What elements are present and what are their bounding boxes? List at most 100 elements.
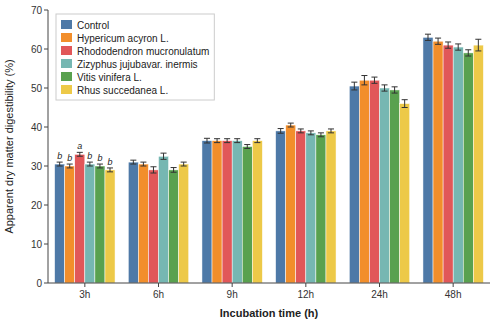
y-tick-label: 50 xyxy=(31,83,43,94)
error-bar xyxy=(77,152,83,156)
bar xyxy=(202,141,212,283)
bar xyxy=(75,154,85,283)
bar xyxy=(105,170,115,283)
bar xyxy=(349,86,359,283)
error-bar xyxy=(57,162,63,166)
error-bar xyxy=(351,82,357,90)
error-bar xyxy=(455,44,461,50)
annotation: b xyxy=(67,153,72,163)
legend-swatch xyxy=(61,20,72,29)
error-bar xyxy=(150,167,156,173)
y-tick-label: 30 xyxy=(31,161,43,172)
error-bar xyxy=(288,123,294,127)
bar xyxy=(159,156,169,283)
y-tick xyxy=(44,166,48,167)
annotation: b xyxy=(107,157,112,167)
legend-swatch xyxy=(61,72,72,81)
x-tick-label: 12h xyxy=(297,289,314,300)
x-tick-label: 3h xyxy=(79,289,90,300)
error-bar xyxy=(67,164,73,168)
error-bar xyxy=(214,139,220,143)
annotation: b xyxy=(57,151,62,161)
error-bar xyxy=(171,168,177,173)
error-bar xyxy=(161,153,167,159)
y-tick-label: 70 xyxy=(31,5,43,16)
x-tick xyxy=(305,283,306,287)
legend-box xyxy=(56,14,214,100)
annotation: b xyxy=(87,151,92,161)
y-tick xyxy=(44,127,48,128)
bar xyxy=(390,90,400,283)
error-bar xyxy=(244,145,250,149)
bar xyxy=(453,47,463,283)
y-tick xyxy=(44,283,48,284)
bar xyxy=(95,166,105,283)
bar xyxy=(326,131,336,283)
x-tick xyxy=(379,283,380,287)
x-tick xyxy=(158,283,159,287)
legend-label: Control xyxy=(77,20,109,31)
x-tick-label: 6h xyxy=(153,289,164,300)
x-tick xyxy=(453,283,454,287)
bar xyxy=(85,164,95,283)
error-bar xyxy=(402,100,408,108)
bar xyxy=(242,147,252,284)
chart: 0102030405060703h6h9h12h24h48hIncubation… xyxy=(0,0,500,325)
legend-swatch xyxy=(61,59,72,68)
y-tick-label: 60 xyxy=(31,44,43,55)
y-tick-label: 10 xyxy=(31,239,43,250)
error-bar xyxy=(254,139,260,143)
legend-label: Rhododendron mucronulatum xyxy=(77,46,209,57)
annotation: a xyxy=(77,141,82,151)
error-bar xyxy=(382,85,388,91)
legend: ControlHypericum acyron L.Rhododendron m… xyxy=(56,14,214,100)
bar xyxy=(369,80,379,283)
error-bar xyxy=(435,38,441,44)
x-axis-label: Incubation time (h) xyxy=(220,307,319,319)
y-tick-label: 40 xyxy=(31,122,43,133)
bar xyxy=(276,131,286,283)
legend-swatch xyxy=(61,46,72,55)
y-axis-label: Apparent dry matter digestibility (%) xyxy=(3,59,15,233)
annotation: b xyxy=(97,153,102,163)
error-bar xyxy=(392,87,398,93)
y-tick-label: 20 xyxy=(31,200,43,211)
legend-label: Rhus succedanea L. xyxy=(77,85,168,96)
error-bar xyxy=(425,34,431,40)
bar xyxy=(65,166,75,283)
y-tick xyxy=(44,10,48,11)
error-bar xyxy=(87,162,93,166)
bar xyxy=(286,125,296,283)
error-bar xyxy=(328,129,334,133)
legend-swatch xyxy=(61,85,72,94)
x-tick xyxy=(84,283,85,287)
error-bar xyxy=(97,164,103,168)
error-bar xyxy=(361,76,367,85)
bar xyxy=(359,80,369,283)
y-tick xyxy=(44,49,48,50)
error-bar xyxy=(140,162,146,166)
bar xyxy=(296,131,306,283)
bar xyxy=(169,170,179,283)
error-bar xyxy=(181,162,187,166)
error-bar xyxy=(298,129,304,133)
error-bar xyxy=(107,168,113,172)
x-tick-label: 48h xyxy=(445,289,462,300)
bar xyxy=(463,53,473,283)
bars xyxy=(55,34,484,283)
bar xyxy=(128,162,138,283)
y-tick xyxy=(44,205,48,206)
error-bar xyxy=(465,50,471,56)
bar xyxy=(443,45,453,283)
bar xyxy=(380,88,390,283)
y-tick xyxy=(44,244,48,245)
error-bar xyxy=(318,133,324,137)
error-bar xyxy=(445,42,451,48)
error-bar xyxy=(234,139,240,143)
x-tick-label: 9h xyxy=(227,289,238,300)
bar xyxy=(306,133,316,283)
bar xyxy=(400,104,410,283)
legend-label: Vitis vinifera L. xyxy=(77,72,142,83)
bar xyxy=(138,164,148,283)
bar xyxy=(252,141,262,283)
